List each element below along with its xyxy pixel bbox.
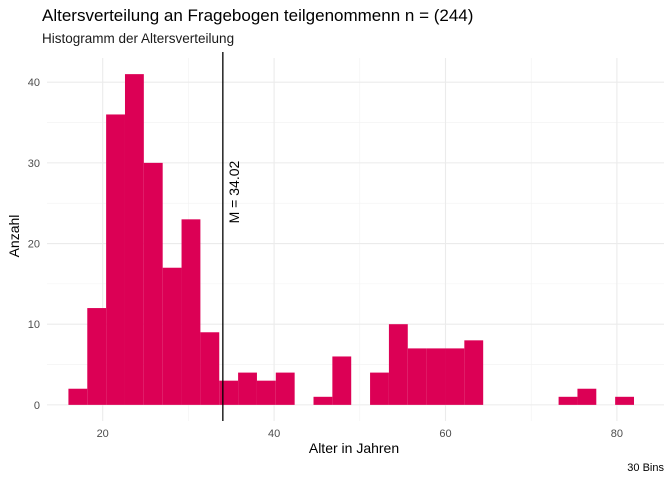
histogram-bar: [124, 74, 144, 405]
histogram-bar: [219, 380, 239, 405]
y-tick-label: 30: [28, 158, 40, 170]
y-tick-label: 10: [28, 319, 40, 331]
x-tick-label: 40: [268, 428, 280, 440]
bars-group: [68, 74, 635, 405]
histogram-bar: [332, 356, 352, 405]
chart-subtitle: Histogramm der Altersverteilung: [42, 31, 234, 46]
histogram-bar: [407, 348, 427, 405]
histogram-bar: [143, 162, 163, 405]
mean-label: M = 34.02: [226, 161, 242, 224]
histogram-bar: [615, 396, 635, 405]
histogram-bar: [162, 267, 182, 405]
x-tick-label: 80: [611, 428, 623, 440]
histogram-bar: [445, 348, 465, 405]
histogram-bar: [181, 219, 201, 405]
histogram-bar: [577, 388, 597, 405]
histogram-bar: [106, 114, 125, 405]
histogram-bar: [200, 332, 220, 405]
y-axis-title: Anzahl: [6, 215, 22, 258]
histogram-bar: [313, 396, 333, 405]
chart-title: Altersverteilung an Fragebogen teilgenom…: [42, 6, 473, 25]
histogram-bar: [68, 388, 88, 405]
histogram-bar: [275, 372, 295, 405]
histogram-bar: [370, 372, 389, 405]
x-tick-label: 20: [97, 428, 109, 440]
chart-caption: 30 Bins: [627, 462, 664, 474]
mean-annotation: M = 34.02: [222, 52, 242, 421]
y-tick-label: 40: [28, 77, 40, 89]
histogram-bar: [558, 396, 578, 405]
y-axis-ticks: 0 10 20 30 40: [28, 77, 40, 412]
histogram-bar: [426, 348, 446, 405]
y-tick-label: 20: [28, 239, 40, 251]
x-axis-ticks: 20 40 60 80: [97, 428, 623, 440]
histogram-bar: [388, 324, 408, 405]
histogram-bar: [256, 380, 276, 405]
y-tick-label: 0: [34, 400, 40, 412]
x-tick-label: 60: [439, 428, 451, 440]
histogram-bar: [464, 340, 484, 405]
x-axis-title: Alter in Jahren: [309, 440, 399, 456]
histogram-bar: [87, 308, 107, 405]
histogram-bar: [238, 372, 257, 405]
